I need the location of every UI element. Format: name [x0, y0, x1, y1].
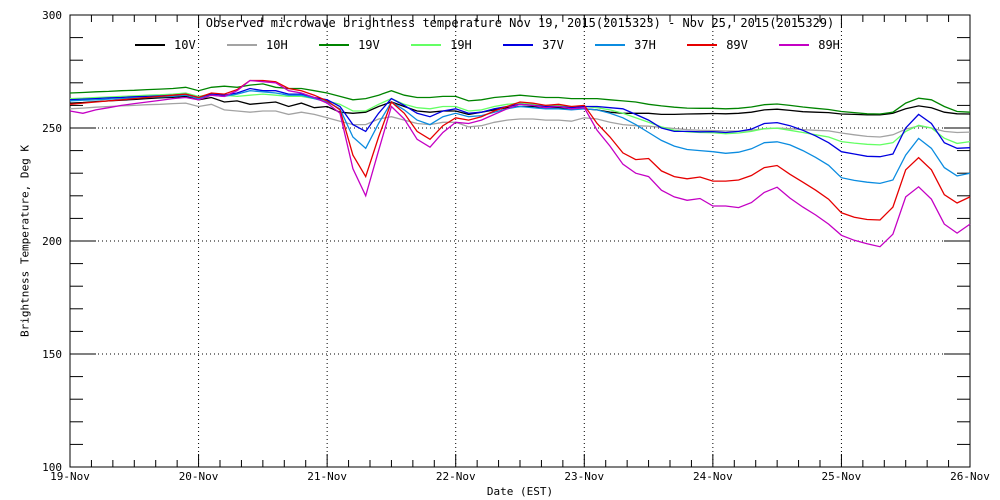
x-tick-label-23-Nov: 23-Nov	[564, 470, 605, 483]
series-line-89V	[69, 79, 971, 221]
legend-item-10H: 10H	[227, 38, 288, 52]
legend-item-19V: 19V	[319, 38, 380, 52]
legend-swatch-10V	[135, 44, 165, 46]
legend-swatch-89V	[687, 44, 718, 46]
series-line-19V	[69, 83, 971, 115]
x-tick-label-25-Nov: 25-Nov	[821, 470, 862, 483]
x-tick-label-26-Nov: 26-Nov	[950, 470, 990, 483]
y-tick-label-250: 250	[42, 122, 62, 135]
legend-label-19V: 19V	[358, 38, 380, 52]
legend-label-89V: 89V	[726, 38, 748, 52]
chart-title: Observed microwave brightness temperatur…	[205, 16, 835, 30]
x-tick-label-22-Nov: 22-Nov	[435, 470, 476, 483]
legend-item-37V: 37V	[503, 38, 564, 52]
legend-swatch-89H	[779, 44, 810, 46]
legend-label-37V: 37V	[542, 38, 564, 52]
legend-swatch-19V	[319, 44, 350, 46]
y-tick-label-150: 150	[42, 348, 62, 361]
legend-item-19H: 19H	[411, 38, 472, 52]
x-tick-label-24-Nov: 24-Nov	[692, 470, 733, 483]
series-line-89H	[69, 79, 971, 248]
x-tick-label-20-Nov: 20-Nov	[178, 470, 219, 483]
legend-item-10V: 10V	[135, 38, 196, 52]
y-tick-label-200: 200	[42, 235, 62, 248]
y-axis-title: Brightness Temperature, Deg K	[18, 144, 32, 338]
legend-item-37H: 37H	[595, 38, 656, 52]
legend-item-89V: 89V	[687, 38, 748, 52]
chart-legend: 10V 10H 19V 19H 37V 37H 89V 89H	[135, 36, 840, 54]
y-tick-label-300: 300	[42, 9, 62, 22]
legend-label-89H: 89H	[818, 38, 840, 52]
legend-swatch-10H	[227, 44, 258, 46]
legend-label-10H: 10H	[266, 38, 288, 52]
legend-label-10V: 10V	[174, 38, 196, 52]
legend-label-37H: 37H	[634, 38, 656, 52]
legend-item-89H: 89H	[779, 38, 840, 52]
x-tick-label-19-Nov: 19-Nov	[50, 470, 90, 483]
legend-label-19H: 19H	[450, 38, 472, 52]
legend-swatch-19H	[411, 44, 442, 46]
series-line-10H	[69, 102, 971, 138]
y-tick-label-100: 100	[42, 461, 62, 474]
x-tick-label-21-Nov: 21-Nov	[307, 470, 348, 483]
legend-swatch-37H	[595, 44, 626, 46]
x-axis-title: Date (EST)	[486, 485, 554, 498]
legend-swatch-37V	[503, 44, 534, 46]
